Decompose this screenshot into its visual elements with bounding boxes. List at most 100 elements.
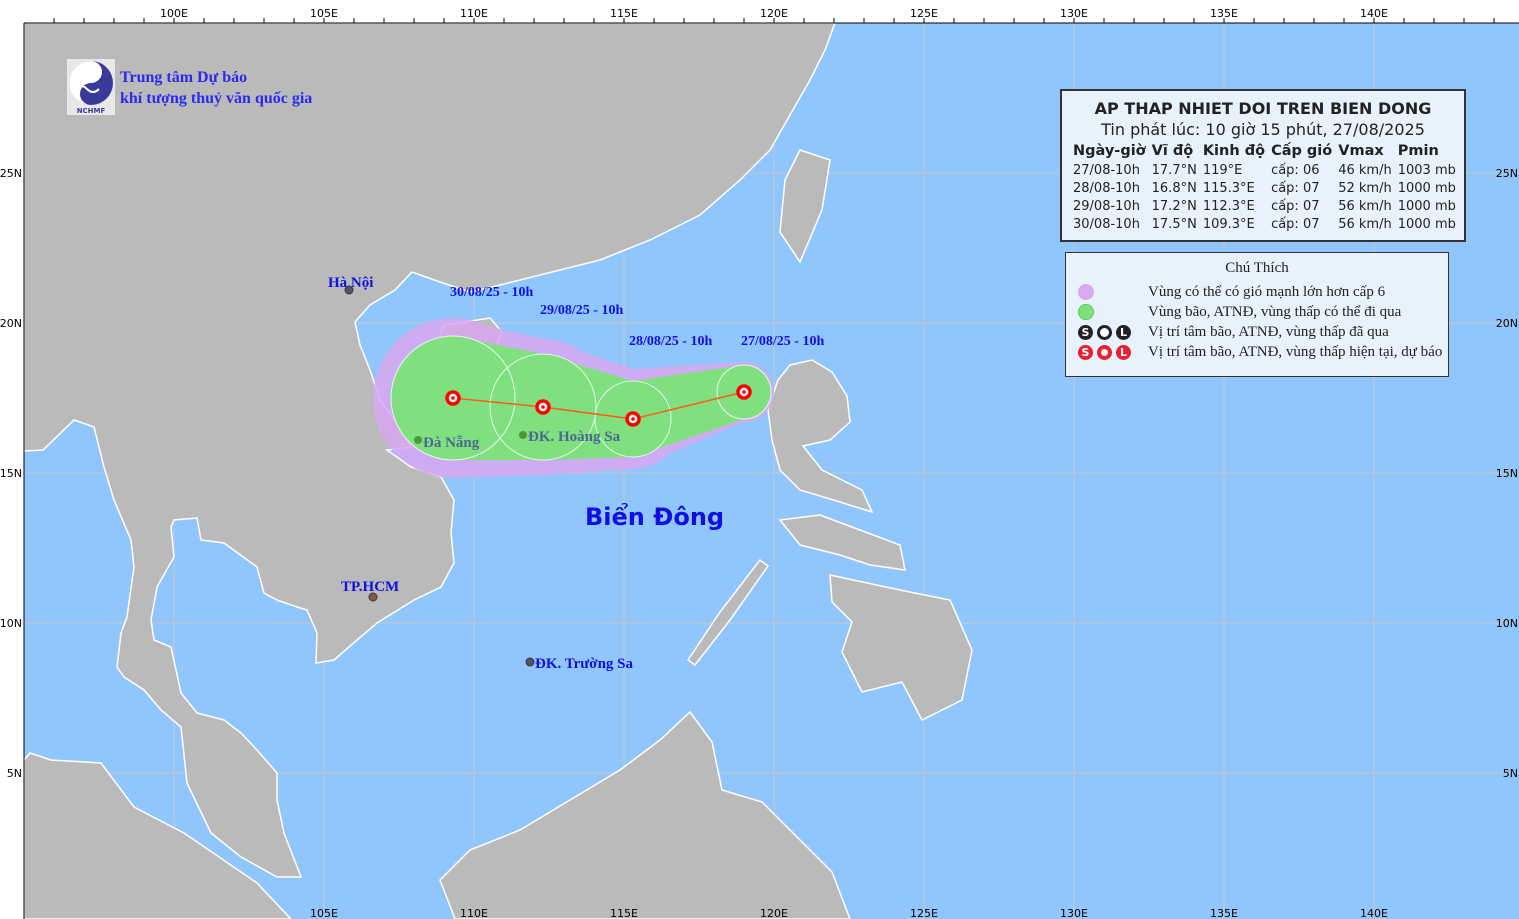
- cell-time: 29/08-10h: [1073, 198, 1140, 214]
- column-header: Kinh độ: [1202, 143, 1266, 159]
- uncertainty-circle: [716, 364, 772, 420]
- legend-label: Vị trí tâm bão, ATNĐ, vùng thấp đã qua: [1148, 323, 1389, 340]
- mindanao-island: [829, 574, 973, 721]
- legend-label: Vùng có thể có gió mạnh lớn hơn cấp 6: [1148, 283, 1386, 300]
- cell-lat: 17.2°N: [1151, 198, 1197, 214]
- cell-vmax: 46 km/h: [1338, 162, 1392, 178]
- forecast-position-dot: [541, 405, 545, 409]
- forecast-time-labels: 27/08/25 - 10h 28/08/25 - 10h 29/08/25 - 1…: [450, 285, 824, 349]
- legend-item: S L Vị trí tâm bão, ATNĐ, vùng thấp đã q…: [1078, 322, 1389, 342]
- palawan-island: [686, 558, 770, 667]
- forecast-position-dot: [742, 390, 746, 394]
- lon-label-bottom: 120E: [760, 907, 788, 919]
- lon-label-bottom: 140E: [1360, 907, 1388, 919]
- lat-label-right: 5N: [1503, 767, 1518, 780]
- lat-label-left: 15N: [0, 467, 22, 480]
- cell-pmin: 1000 mb: [1397, 180, 1456, 196]
- green-zone-swatch-icon: [1078, 304, 1094, 320]
- cell-lon: 109.3°E: [1202, 216, 1255, 232]
- bulletin-issued: Tin phát lúc: 10 giờ 15 phút, 27/08/2025: [1101, 120, 1425, 139]
- cell-lon: 119°E: [1202, 162, 1243, 178]
- svg-text:NCHMF: NCHMF: [77, 107, 106, 115]
- ha-noi-marker: [344, 285, 354, 295]
- table-row: 29/08-10h 17.2°N 112.3°E cấp: 07 56 km/h 1000…: [1070, 197, 1459, 215]
- legend-item: Vùng bão, ATNĐ, vùng thấp có thể đi qua: [1078, 302, 1401, 322]
- lat-label-right: 15N: [1496, 467, 1518, 480]
- label-ha-noi: Hà Nội: [328, 275, 373, 291]
- cell-lat: 16.8°N: [1151, 180, 1197, 196]
- lon-label-top: 130E: [1060, 7, 1088, 20]
- column-header: Vmax: [1338, 143, 1384, 159]
- cell-vmax: 56 km/h: [1338, 198, 1392, 214]
- forecast-time-label: 30/08/25 - 10h: [450, 285, 533, 300]
- cell-level: cấp: 07: [1271, 216, 1320, 232]
- lat-label-left: 5N: [7, 767, 22, 780]
- label-bien-dong: Biển Đông: [585, 501, 724, 531]
- lat-label-right: 25N: [1496, 167, 1518, 180]
- storm-zone-band: [453, 336, 744, 460]
- lon-label-top: 100E: [160, 7, 188, 20]
- agency-line2: khí tượng thuỷ văn quốc gia: [120, 90, 313, 107]
- borneo-island: [439, 710, 851, 919]
- past-storm-icon: S: [1078, 324, 1093, 340]
- lat-label-right: 20N: [1496, 317, 1518, 330]
- agency-name: Trung tâm Dự báo khí tượng thuỷ văn quốc…: [120, 67, 312, 109]
- label-da-nang: Đà Nẵng: [423, 435, 480, 451]
- lon-label-bottom: 115E: [610, 907, 638, 919]
- lon-label-top: 115E: [610, 7, 638, 20]
- lat-label-right: 10N: [1496, 617, 1518, 630]
- cell-lon: 115.3°E: [1202, 180, 1255, 196]
- forecast-position-dot: [631, 417, 635, 421]
- mainland-asia: [23, 22, 837, 878]
- lon-label-bottom: 110E: [460, 907, 488, 919]
- cell-time: 28/08-10h: [1073, 180, 1140, 196]
- cell-level: cấp: 07: [1271, 180, 1320, 196]
- label-tp-hcm: TP.HCM: [341, 579, 399, 595]
- lon-label-top: 135E: [1210, 7, 1238, 20]
- column-header: Pmin: [1397, 143, 1439, 159]
- forecast-position-dot: [451, 396, 455, 400]
- lat-label-left: 10N: [0, 617, 22, 630]
- lat-label-left: 20N: [0, 317, 22, 330]
- cell-lat: 17.7°N: [1151, 162, 1197, 178]
- lon-label-bottom: 105E: [310, 907, 338, 919]
- past-low-icon: L: [1116, 324, 1131, 340]
- bulletin-panel: AP THAP NHIET DOI TREN BIEN DONG Tin phá…: [1060, 89, 1466, 242]
- table-header: Ngày-giờ Vĩ độ Kinh độ Cấp gió Vmax Pmin: [1070, 143, 1459, 161]
- lon-label-top: 110E: [460, 7, 488, 20]
- cell-time: 27/08-10h: [1073, 162, 1140, 178]
- nchmf-emblem-icon: NCHMF: [69, 61, 113, 115]
- forecast-time-label: 29/08/25 - 10h: [540, 303, 623, 318]
- sumatra-island: [23, 752, 293, 919]
- track-line: [452, 391, 745, 420]
- lon-label-bottom: 135E: [1210, 907, 1238, 919]
- cell-lat: 17.5°N: [1151, 216, 1197, 232]
- storm-track: [445, 384, 752, 427]
- hoang-sa-marker: [519, 431, 527, 439]
- legend-title: Chú Thích: [1225, 260, 1289, 276]
- cell-vmax: 56 km/h: [1338, 216, 1392, 232]
- table-row: 30/08-10h 17.5°N 109.3°E cấp: 07 56 km/h 1000…: [1070, 215, 1459, 233]
- cell-time: 30/08-10h: [1073, 216, 1140, 232]
- tp-hcm-marker: [368, 592, 378, 602]
- lon-label-bottom: 125E: [910, 907, 938, 919]
- cell-level: cấp: 07: [1271, 198, 1320, 214]
- forecast-storm-icon: S: [1078, 344, 1093, 360]
- cell-pmin: 1000 mb: [1397, 216, 1456, 232]
- label-hoang-sa: ĐK. Hoàng Sa: [528, 429, 621, 445]
- lat-label-left: 25N: [0, 167, 22, 180]
- legend-item: Vùng có thể có gió mạnh lớn hơn cấp 6: [1078, 282, 1385, 302]
- purple-zone-swatch-icon: [1078, 284, 1094, 300]
- column-header: Ngày-giờ: [1073, 143, 1146, 159]
- lon-label-top: 105E: [310, 7, 338, 20]
- column-header: Vĩ độ: [1151, 143, 1194, 159]
- da-nang-marker: [414, 436, 422, 444]
- legend-label: Vị trí tâm bão, ATNĐ, vùng thấp hiện tại…: [1148, 343, 1443, 360]
- uncertainty-circles: [390, 335, 772, 461]
- table-row: 28/08-10h 16.8°N 115.3°E cấp: 07 52 km/h 1000…: [1070, 179, 1459, 197]
- label-truong-sa: ĐK. Trường Sa: [535, 656, 634, 672]
- lon-label-bottom: 130E: [1060, 907, 1088, 919]
- table-row: 27/08-10h 17.7°N 119°E cấp: 06 46 km/h 1003 m…: [1070, 161, 1459, 179]
- legend-panel: Chú Thích Vùng có thể có gió mạnh lớn hơ…: [1065, 252, 1449, 377]
- lon-label-top: 140E: [1360, 7, 1388, 20]
